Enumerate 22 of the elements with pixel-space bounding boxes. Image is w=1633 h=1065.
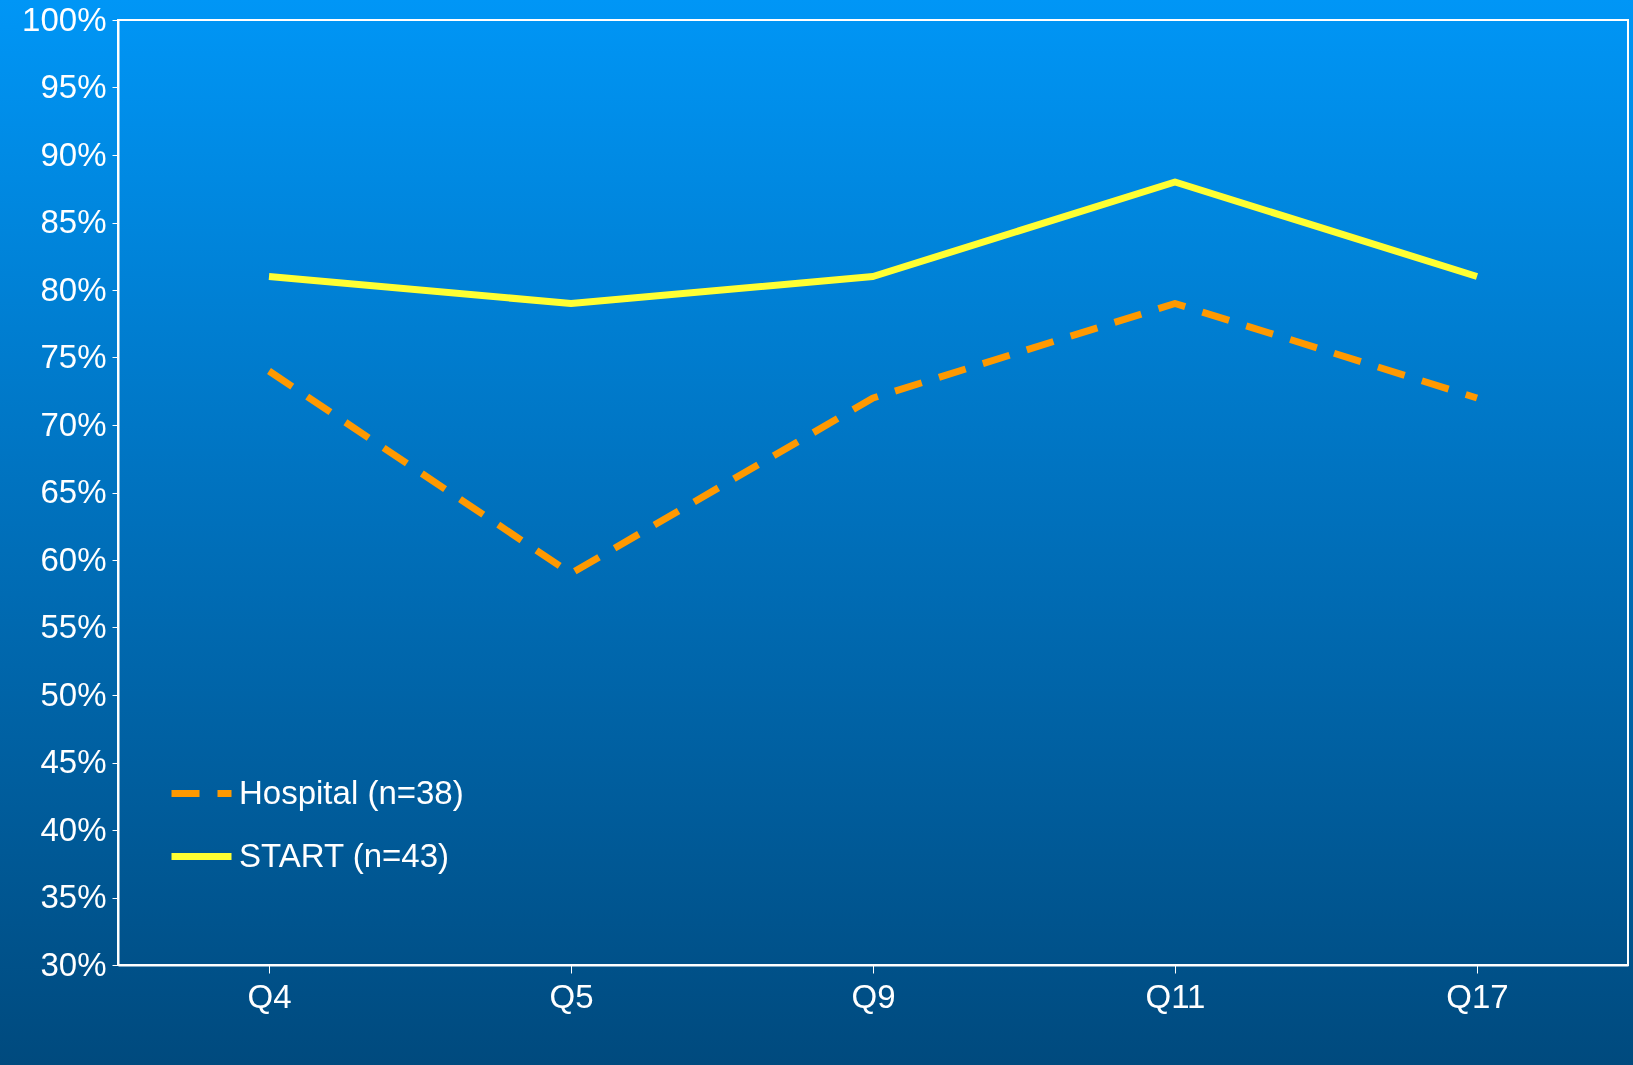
y-tick-label: 95% [40, 68, 107, 105]
legend-label: Hospital (n=38) [239, 773, 464, 811]
y-tick-label: 65% [40, 473, 107, 510]
x-tick-label: Q4 [247, 977, 292, 1015]
y-tick-label: 35% [40, 878, 107, 915]
y-tick-label: 85% [40, 203, 107, 240]
x-tick-label: Q17 [1446, 977, 1509, 1015]
y-tick-label: 80% [40, 270, 107, 308]
y-tick-label: 70% [40, 405, 107, 443]
y-tick-label: 90% [40, 135, 107, 173]
y-tick-label: 60% [40, 540, 107, 578]
y-tick-label: 100% [22, 0, 107, 38]
y-tick-label: 75% [40, 338, 107, 375]
legend-label: START (n=43) [239, 836, 450, 874]
x-tick-label: Q9 [851, 977, 896, 1015]
x-tick-label: Q5 [549, 977, 594, 1015]
y-tick-label: 30% [40, 945, 107, 983]
x-tick-label: Q11 [1145, 977, 1206, 1015]
y-tick-label: 50% [40, 675, 107, 713]
y-tick-label: 55% [40, 608, 107, 645]
y-tick-label: 40% [40, 810, 107, 848]
y-tick-label: 45% [40, 743, 107, 780]
